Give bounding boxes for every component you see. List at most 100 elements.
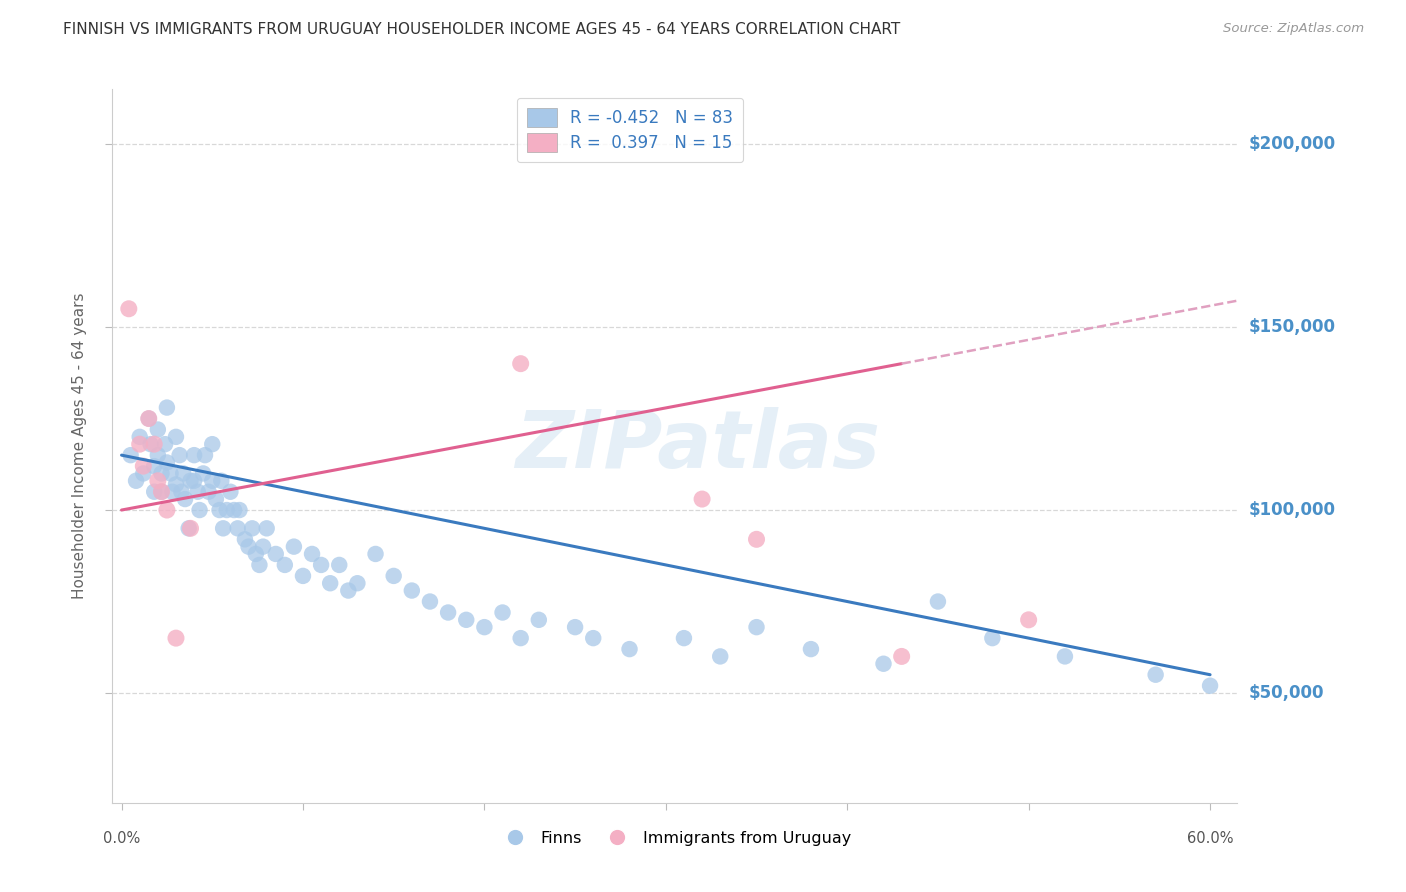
Point — [309, 558, 332, 572]
Text: FINNISH VS IMMIGRANTS FROM URUGUAY HOUSEHOLDER INCOME AGES 45 - 64 YEARS CORRELA: FINNISH VS IMMIGRANTS FROM URUGUAY HOUSE… — [63, 22, 900, 37]
Point — [283, 540, 305, 554]
Point — [419, 594, 441, 608]
Point — [146, 423, 169, 437]
Point — [233, 533, 256, 547]
Point — [208, 503, 231, 517]
Point — [159, 467, 181, 481]
Point — [156, 455, 179, 469]
Point — [209, 474, 232, 488]
Point — [301, 547, 323, 561]
Point — [143, 437, 166, 451]
Point — [156, 503, 179, 517]
Point — [437, 606, 460, 620]
Point — [150, 484, 173, 499]
Point — [872, 657, 894, 671]
Point — [138, 411, 160, 425]
Point — [690, 491, 713, 506]
Point — [382, 569, 405, 583]
Point — [890, 649, 912, 664]
Point — [1053, 649, 1076, 664]
Point — [619, 642, 641, 657]
Point — [153, 437, 176, 451]
Point — [401, 583, 423, 598]
Text: $150,000: $150,000 — [1249, 318, 1336, 336]
Point — [1144, 667, 1167, 681]
Point — [981, 631, 1004, 645]
Point — [201, 437, 224, 451]
Point — [188, 503, 211, 517]
Text: 0.0%: 0.0% — [103, 830, 141, 846]
Point — [256, 521, 278, 535]
Legend: Finns, Immigrants from Uruguay: Finns, Immigrants from Uruguay — [492, 824, 858, 852]
Point — [212, 521, 235, 535]
Point — [132, 459, 155, 474]
Point — [222, 503, 245, 517]
Point — [150, 484, 173, 499]
Point — [125, 474, 148, 488]
Point — [132, 467, 155, 481]
Point — [527, 613, 550, 627]
Y-axis label: Householder Income Ages 45 - 64 years: Householder Income Ages 45 - 64 years — [72, 293, 87, 599]
Point — [170, 484, 193, 499]
Point — [252, 540, 274, 554]
Point — [364, 547, 387, 561]
Point — [215, 503, 238, 517]
Point — [346, 576, 368, 591]
Point — [205, 491, 228, 506]
Point — [179, 474, 201, 488]
Point — [1199, 679, 1222, 693]
Point — [1018, 613, 1040, 627]
Point — [337, 583, 360, 598]
Point — [146, 448, 169, 462]
Point — [672, 631, 695, 645]
Text: $100,000: $100,000 — [1249, 501, 1336, 519]
Point — [194, 448, 217, 462]
Point — [509, 357, 531, 371]
Point — [474, 620, 496, 634]
Point — [245, 547, 267, 561]
Point — [143, 459, 166, 474]
Point — [187, 484, 209, 499]
Point — [165, 477, 187, 491]
Point — [201, 474, 224, 488]
Point — [240, 521, 263, 535]
Point — [291, 569, 314, 583]
Point — [128, 437, 150, 451]
Point — [274, 558, 297, 572]
Point — [174, 491, 197, 506]
Text: $50,000: $50,000 — [1249, 684, 1324, 702]
Point — [228, 503, 250, 517]
Point — [183, 474, 205, 488]
Point — [328, 558, 350, 572]
Point — [800, 642, 823, 657]
Point — [165, 430, 187, 444]
Point — [745, 620, 768, 634]
Point — [491, 606, 513, 620]
Point — [509, 631, 531, 645]
Point — [264, 547, 287, 561]
Point — [177, 521, 200, 535]
Point — [226, 521, 249, 535]
Point — [193, 467, 215, 481]
Point — [118, 301, 141, 316]
Point — [219, 484, 242, 499]
Point — [139, 437, 162, 451]
Point — [197, 484, 219, 499]
Point — [927, 594, 949, 608]
Point — [709, 649, 731, 664]
Point — [582, 631, 605, 645]
Point — [172, 467, 194, 481]
Point — [238, 540, 260, 554]
Point — [146, 474, 169, 488]
Text: 60.0%: 60.0% — [1187, 830, 1233, 846]
Point — [564, 620, 586, 634]
Point — [156, 401, 179, 415]
Point — [179, 521, 201, 535]
Text: ZIPatlas: ZIPatlas — [515, 407, 880, 485]
Text: $200,000: $200,000 — [1249, 135, 1336, 153]
Point — [745, 533, 768, 547]
Point — [150, 467, 173, 481]
Point — [319, 576, 342, 591]
Point — [162, 484, 184, 499]
Point — [183, 448, 205, 462]
